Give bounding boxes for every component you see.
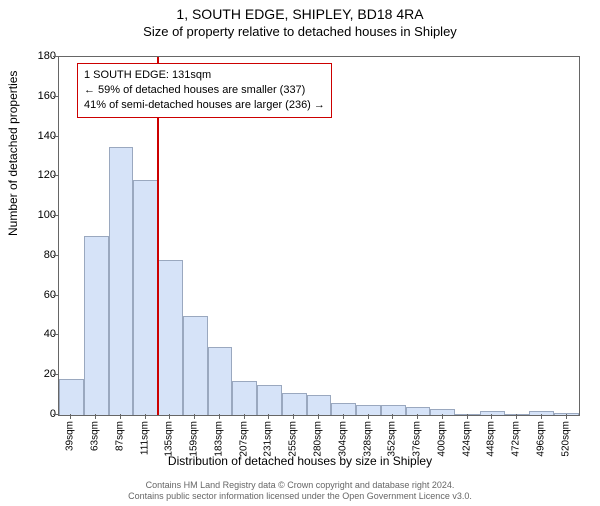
histogram-bar — [356, 405, 381, 415]
histogram-bar — [158, 260, 183, 415]
ytick-mark — [53, 56, 58, 57]
histogram-bar — [109, 147, 134, 416]
xtick-mark — [244, 414, 245, 419]
ytick-mark — [53, 136, 58, 137]
histogram-bar — [529, 411, 554, 415]
xtick-mark — [70, 414, 71, 419]
xtick-mark — [417, 414, 418, 419]
xtick-label: 280sqm — [313, 421, 324, 457]
xtick-label: 159sqm — [189, 421, 200, 457]
histogram-bar — [554, 413, 579, 415]
histogram-chart: 1 SOUTH EDGE: 131sqm← 59% of detached ho… — [58, 56, 580, 416]
histogram-bar — [183, 316, 208, 415]
histogram-bar — [331, 403, 356, 415]
histogram-bar — [430, 409, 455, 415]
xtick-label: 472sqm — [511, 421, 522, 457]
footer-line-1: Contains HM Land Registry data © Crown c… — [0, 480, 600, 491]
ytick-mark — [53, 96, 58, 97]
xtick-label: 424sqm — [461, 421, 472, 457]
xtick-mark — [120, 414, 121, 419]
y-axis-label: Number of detached properties — [6, 71, 20, 236]
xtick-label: 328sqm — [362, 421, 373, 457]
footer-line-2: Contains public sector information licen… — [0, 491, 600, 502]
xtick-mark — [467, 414, 468, 419]
ytick-mark — [53, 295, 58, 296]
histogram-bar — [282, 393, 307, 415]
title-block: 1, SOUTH EDGE, SHIPLEY, BD18 4RA Size of… — [0, 6, 600, 39]
xtick-label: 304sqm — [337, 421, 348, 457]
xtick-mark — [169, 414, 170, 419]
xtick-label: 111sqm — [139, 421, 150, 455]
xtick-label: 135sqm — [164, 421, 175, 457]
xtick-mark — [392, 414, 393, 419]
title-address: 1, SOUTH EDGE, SHIPLEY, BD18 4RA — [0, 6, 600, 22]
xtick-label: 448sqm — [486, 421, 497, 457]
annotation-box: 1 SOUTH EDGE: 131sqm← 59% of detached ho… — [77, 63, 332, 118]
ytick-mark — [53, 255, 58, 256]
histogram-bar — [257, 385, 282, 415]
title-subtitle: Size of property relative to detached ho… — [0, 24, 600, 39]
xtick-mark — [194, 414, 195, 419]
xtick-label: 255sqm — [288, 421, 299, 457]
xtick-mark — [491, 414, 492, 419]
ytick-mark — [53, 334, 58, 335]
ytick-mark — [53, 215, 58, 216]
histogram-bar — [84, 236, 109, 415]
histogram-bar — [455, 414, 480, 415]
xtick-label: 87sqm — [114, 421, 125, 451]
xtick-mark — [318, 414, 319, 419]
annotation-line: 1 SOUTH EDGE: 131sqm — [84, 68, 325, 83]
xtick-mark — [268, 414, 269, 419]
ytick-mark — [53, 414, 58, 415]
xtick-label: 183sqm — [213, 421, 224, 457]
xtick-mark — [541, 414, 542, 419]
ytick-mark — [53, 374, 58, 375]
xtick-label: 63sqm — [90, 421, 101, 451]
xtick-label: 400sqm — [436, 421, 447, 457]
xtick-mark — [442, 414, 443, 419]
xtick-mark — [145, 414, 146, 419]
annotation-line: 41% of semi-detached houses are larger (… — [84, 98, 325, 113]
xtick-label: 520sqm — [560, 421, 571, 457]
xtick-label: 376sqm — [412, 421, 423, 457]
histogram-bar — [232, 381, 257, 415]
histogram-bar — [208, 347, 233, 415]
xtick-mark — [368, 414, 369, 419]
xtick-label: 231sqm — [263, 421, 274, 457]
xtick-mark — [516, 414, 517, 419]
histogram-bar — [59, 379, 84, 415]
histogram-bar — [133, 180, 158, 415]
footer-attribution: Contains HM Land Registry data © Crown c… — [0, 480, 600, 502]
histogram-bar — [307, 395, 332, 415]
xtick-label: 496sqm — [535, 421, 546, 457]
annotation-line: ← 59% of detached houses are smaller (33… — [84, 83, 325, 98]
xtick-mark — [95, 414, 96, 419]
xtick-mark — [219, 414, 220, 419]
ytick-mark — [53, 175, 58, 176]
xtick-label: 352sqm — [387, 421, 398, 457]
xtick-label: 207sqm — [238, 421, 249, 457]
xtick-mark — [293, 414, 294, 419]
xtick-label: 39sqm — [65, 421, 76, 451]
xtick-mark — [343, 414, 344, 419]
xtick-mark — [566, 414, 567, 419]
